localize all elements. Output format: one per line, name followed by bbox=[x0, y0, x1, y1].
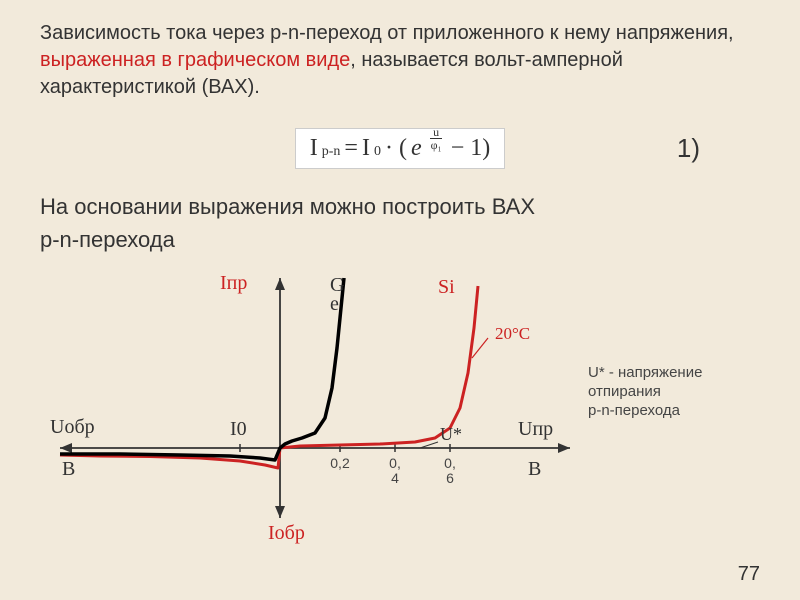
label-Ustar: U* bbox=[440, 424, 462, 445]
f-exp: u φ₁ bbox=[428, 126, 445, 151]
tick-label-0: 0,2 bbox=[326, 456, 354, 471]
label-Uobr: Uобр bbox=[50, 416, 95, 439]
f-eq: = bbox=[344, 135, 358, 162]
para2-line2: p-n-перехода bbox=[40, 226, 760, 255]
si-curve bbox=[60, 286, 478, 468]
y-axis-arrow-up bbox=[275, 278, 285, 290]
equation-number: 1) bbox=[677, 133, 700, 164]
label-I0: I0 bbox=[230, 418, 247, 441]
label-Ge: Ge bbox=[330, 276, 344, 314]
formula-row: Ip-n = I0 · ( e u φ₁ − 1) 1) bbox=[40, 113, 760, 183]
f-exp-top: u bbox=[430, 126, 442, 139]
f-Isub: p-n bbox=[322, 144, 341, 160]
f-dot: · ( bbox=[385, 135, 407, 162]
label-B_left: В bbox=[62, 458, 75, 481]
side-note-l2: отпирания bbox=[588, 383, 758, 402]
f-I0: I bbox=[362, 135, 370, 162]
label-B_right: В bbox=[528, 458, 541, 481]
label-Upr: Uпр bbox=[518, 418, 553, 441]
iv-chart: Iпр Ge Si 20°C Uобр В I0 U* Uпр В Iобр 0,2 0,4 0,6 U* … bbox=[40, 268, 760, 558]
f-exp-bot: φ₁ bbox=[428, 139, 445, 151]
page-number: 77 bbox=[738, 563, 760, 586]
x-axis-arrow-right bbox=[558, 443, 570, 453]
side-note-l3: p-n-перехода bbox=[588, 402, 758, 421]
label-temp: 20°C bbox=[495, 324, 530, 344]
intro-paragraph: Зависимость тока через p-n-переход от пр… bbox=[40, 20, 760, 101]
para-part1: Зависимость тока через p-n-переход от пр… bbox=[40, 22, 734, 44]
f-e: e bbox=[411, 135, 422, 162]
x-axis-arrow-left bbox=[60, 443, 72, 453]
f-I: I bbox=[310, 135, 318, 162]
label-Si: Si bbox=[438, 276, 455, 299]
label-Ipr: Iпр bbox=[220, 272, 247, 295]
f-minus1: − 1) bbox=[451, 135, 491, 162]
para2-line1: На основании выражения можно построить В… bbox=[40, 193, 760, 222]
temp-leader bbox=[472, 338, 488, 358]
ge-curve bbox=[60, 278, 344, 460]
label-Iobr: Iобр bbox=[268, 522, 305, 545]
tick-label-2: 0,6 bbox=[436, 456, 464, 485]
y-axis-arrow-down bbox=[275, 506, 285, 518]
side-note: U* - напряжениеотпиранияp-n-перехода bbox=[588, 364, 758, 420]
f-I0sub: 0 bbox=[374, 144, 381, 160]
para-highlight: выраженная в графическом виде bbox=[40, 49, 350, 71]
formula: Ip-n = I0 · ( e u φ₁ − 1) bbox=[295, 128, 506, 169]
side-note-l1: U* - напряжение bbox=[588, 364, 758, 383]
tick-label-1: 0,4 bbox=[381, 456, 409, 485]
